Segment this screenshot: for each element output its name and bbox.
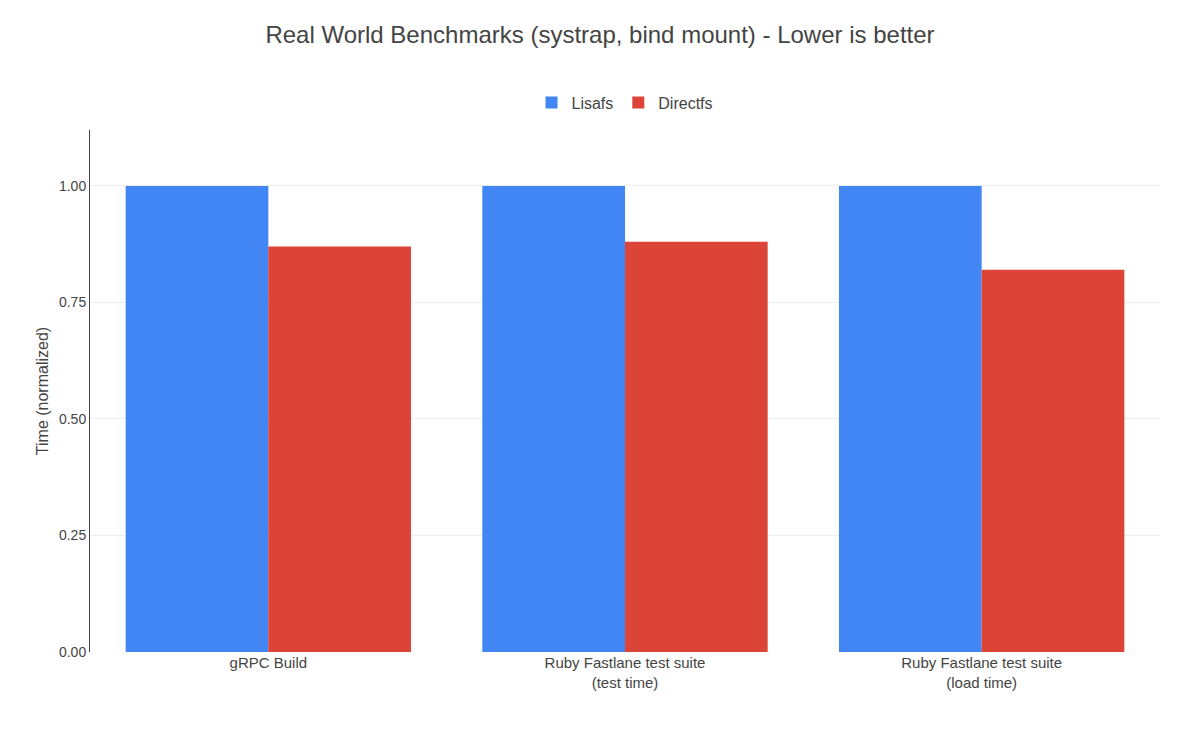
- svg-text:0.00: 0.00: [59, 644, 86, 660]
- svg-text:1.00: 1.00: [59, 178, 86, 194]
- svg-text:0.50: 0.50: [59, 411, 86, 427]
- svg-text:Ruby Fastlane test suite(test: Ruby Fastlane test suite(test time): [545, 654, 706, 691]
- svg-text:0.75: 0.75: [59, 294, 86, 310]
- svg-text:Directfs: Directfs: [658, 95, 712, 112]
- svg-text:Lisafs: Lisafs: [572, 95, 614, 112]
- svg-text:0.25: 0.25: [59, 527, 86, 543]
- svg-text:gRPC Build: gRPC Build: [230, 654, 308, 671]
- svg-text:Time (normalized): Time (normalized): [34, 327, 51, 455]
- svg-text:Ruby Fastlane test suite(load: Ruby Fastlane test suite(load time): [901, 654, 1062, 691]
- svg-text:Real World Benchmarks (systrap: Real World Benchmarks (systrap, bind mou…: [265, 21, 934, 48]
